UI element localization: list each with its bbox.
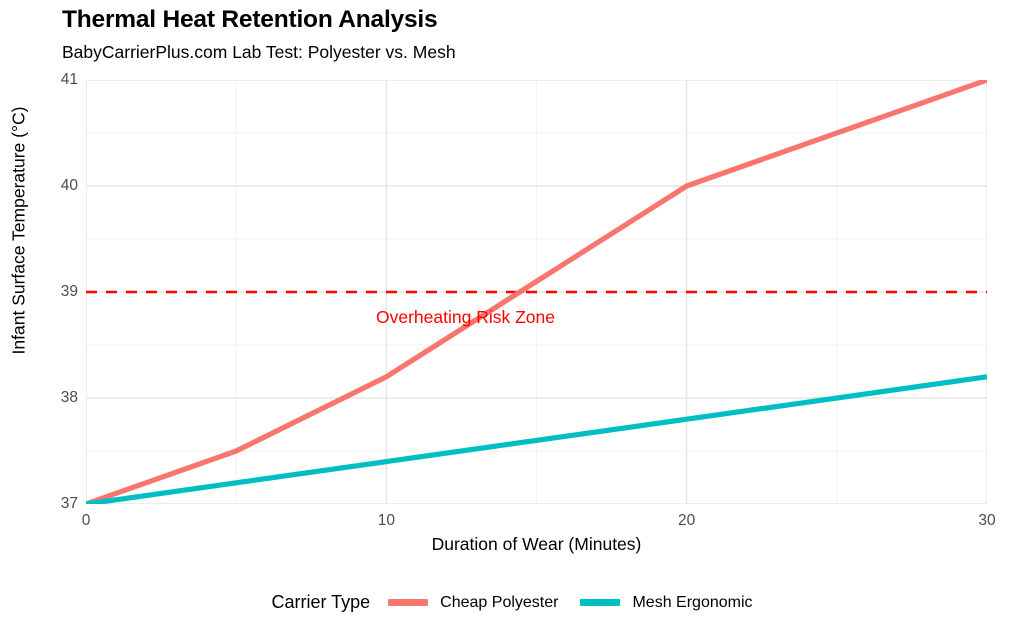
- y-tick-label: 40: [60, 177, 78, 194]
- series-line-mesh-ergonomic: [86, 374, 987, 504]
- legend-key-swatch: [388, 599, 429, 606]
- x-axis-title: Duration of Wear (Minutes): [431, 534, 642, 554]
- y-tick-label: 39: [60, 283, 78, 300]
- x-tick-label: 10: [377, 512, 395, 529]
- legend-item[interactable]: Mesh Ergonomic: [580, 593, 753, 612]
- x-tick-label: 30: [978, 512, 996, 529]
- x-tick-label: 20: [678, 512, 696, 529]
- series-line-cheap-polyester: [86, 80, 987, 504]
- legend-key-swatch: [580, 599, 621, 606]
- x-axis-tick-labels: 0 10 20 30: [82, 512, 996, 534]
- y-axis-title: Infant Surface Temperature (°C): [8, 106, 29, 355]
- plot-svg: [86, 80, 987, 504]
- plot-panel: Overheating Risk Zone: [86, 80, 987, 504]
- legend-item-label: Cheap Polyester: [440, 593, 559, 611]
- risk-zone-annotation: Overheating Risk Zone: [376, 307, 555, 327]
- page-title: Thermal Heat Retention Analysis: [62, 6, 438, 33]
- y-tick-label: 38: [60, 389, 78, 406]
- legend-item[interactable]: Cheap Polyester: [388, 594, 558, 612]
- x-tick-label: 0: [81, 512, 91, 529]
- y-axis-tick-labels: 37 38 39 40 41: [36, 71, 78, 512]
- y-tick-label: 41: [60, 71, 78, 88]
- legend-title: Carrier Type: [271, 592, 371, 612]
- legend-items: Cheap Polyester Mesh Ergonomic: [388, 593, 753, 612]
- page-subtitle: BabyCarrierPlus.com Lab Test: Polyester …: [62, 42, 456, 62]
- legend: Carrier Type Cheap Polyester Mesh Ergonom…: [0, 592, 1024, 613]
- legend-item-label: Mesh Ergonomic: [632, 593, 753, 611]
- y-tick-label: 37: [60, 495, 78, 512]
